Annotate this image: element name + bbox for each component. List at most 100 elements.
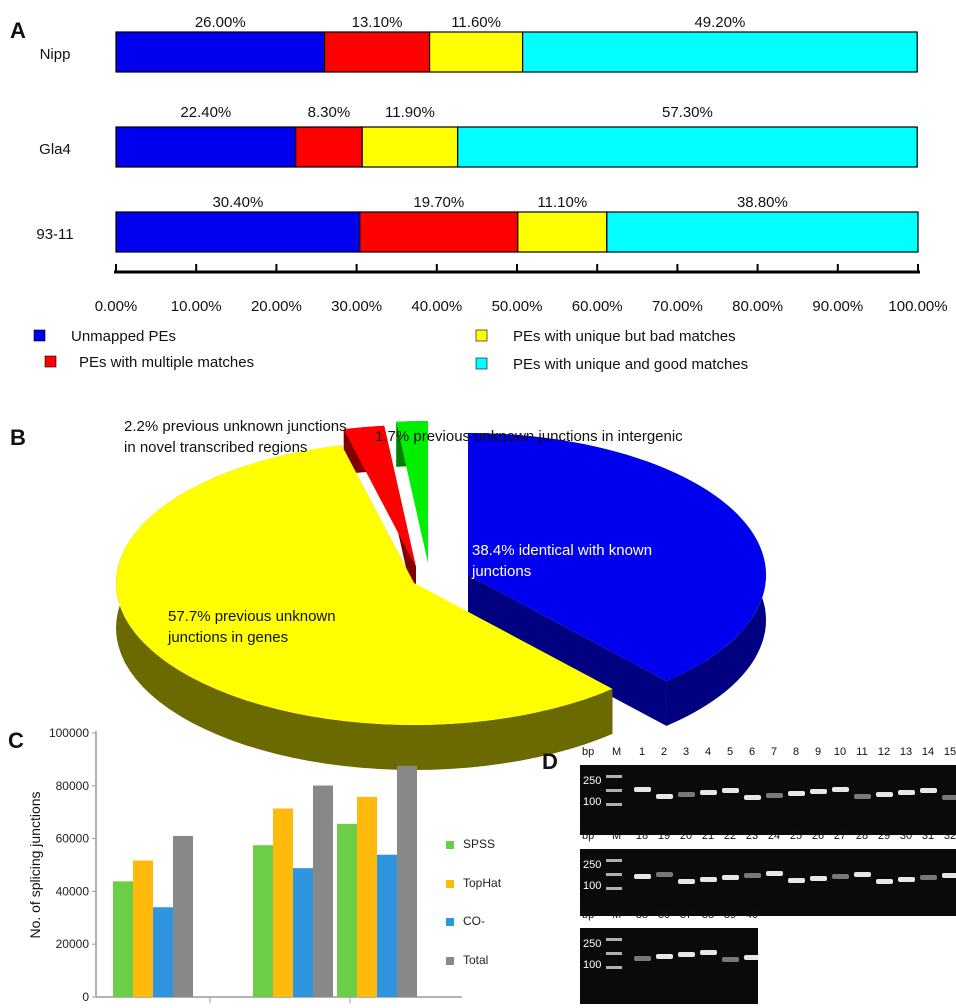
gel-marker-label: M <box>612 830 621 842</box>
gel-lane-label: 24 <box>768 830 780 842</box>
gel-lane-label: 32 <box>944 830 956 842</box>
slice-label: 57.7% previous unknown <box>168 608 336 625</box>
bar <box>397 765 417 997</box>
data-label: 49.20% <box>694 14 745 31</box>
legend-swatch <box>44 355 57 368</box>
data-label: 13.10% <box>352 14 403 31</box>
gel-band <box>722 957 739 962</box>
legend-label: TopHat <box>463 876 502 890</box>
gel-band <box>700 790 717 795</box>
pie-slice-side <box>396 421 428 467</box>
x-tick-label: 80.00% <box>732 298 783 315</box>
bar-segment <box>457 126 918 168</box>
gel-marker-label: M <box>612 909 621 921</box>
gel-band <box>766 793 783 798</box>
gel-band <box>876 879 893 884</box>
legend: Unmapped PEs PEs with multiple matches PEs… <box>33 328 748 373</box>
x-tick-label: 10.00% <box>171 298 222 315</box>
x-tick-label: 40.00% <box>411 298 462 315</box>
pie-slice-edge <box>468 575 667 726</box>
pie-slice-side <box>116 445 613 770</box>
gel-band <box>744 795 761 800</box>
gel-lane-label: 38 <box>702 909 714 921</box>
legend-swatch <box>475 357 488 370</box>
bar <box>337 823 357 997</box>
gel-lane-label: 27 <box>834 830 846 842</box>
y-tick-label: 80000 <box>56 779 90 793</box>
bar <box>357 796 377 997</box>
bar-segment <box>428 31 524 73</box>
gel-band <box>788 791 805 796</box>
legend-swatch <box>446 957 454 965</box>
gel-band <box>634 787 651 792</box>
gel-band <box>678 952 695 957</box>
gel-electrophoresis: bpM2501001234567891011121314151617bpM250… <box>580 746 956 1004</box>
pie-slice-edge <box>384 425 416 612</box>
pie-slice <box>468 433 766 681</box>
gel-band <box>898 790 915 795</box>
bar <box>293 868 313 997</box>
gel-lane-label: 30 <box>900 830 912 842</box>
gel-bp-label: bp <box>582 746 594 758</box>
legend-label: Total <box>463 953 488 967</box>
gel-lane-label: 15 <box>944 746 956 758</box>
y-tick-label: 100000 <box>49 726 89 740</box>
gel-band <box>920 875 937 880</box>
gel-band <box>678 879 695 884</box>
gel-lane-label: 2 <box>661 746 667 758</box>
data-label: 30.40% <box>212 194 263 211</box>
gel-marker-label: M <box>612 746 621 758</box>
gel-band <box>854 872 871 877</box>
bar-segment <box>517 211 608 253</box>
gel-band <box>832 874 849 879</box>
bar <box>273 808 293 997</box>
gel-band <box>700 950 717 955</box>
gel-band <box>656 794 673 799</box>
gel-lane-label: 9 <box>815 746 821 758</box>
gel-lane-label: 13 <box>900 746 912 758</box>
gel-band <box>920 788 937 793</box>
data-label: 8.30% <box>308 104 351 121</box>
gel-lane-label: 5 <box>727 746 733 758</box>
gel-band <box>810 876 827 881</box>
gel-lane-label: 22 <box>724 830 736 842</box>
panel-d-label: D <box>542 749 558 774</box>
category-label: Gla4 <box>39 141 71 158</box>
pie-slice-edge <box>341 445 414 628</box>
gel-lane-label: 3 <box>683 746 689 758</box>
gel-band <box>810 789 827 794</box>
gel-lane-label: 26 <box>812 830 824 842</box>
slice-label: junctions in genes <box>167 629 288 646</box>
x-tick-label: 20.00% <box>251 298 302 315</box>
bar-segment <box>115 126 297 168</box>
gel-band <box>942 873 956 878</box>
gel-lane-label: 19 <box>658 830 670 842</box>
gel-marker-band <box>606 775 622 778</box>
data-label: 38.80% <box>737 194 788 211</box>
gel-bp-label: bp <box>582 909 594 921</box>
data-label: 11.60% <box>451 14 501 31</box>
grouped-bars: 0 20000 40000 60000 80000 100000 No. of splici… <box>27 726 502 1004</box>
gel-band <box>788 878 805 883</box>
x-tick-label: 70.00% <box>652 298 703 315</box>
legend-label: SPSS <box>463 837 495 851</box>
bar <box>153 907 173 997</box>
gel-band <box>700 877 717 882</box>
gel-band <box>854 794 871 799</box>
x-tick-label: 0.00% <box>95 298 138 315</box>
gel-lane-label: 21 <box>702 830 714 842</box>
data-label: 22.40% <box>180 104 231 121</box>
gel-lane-label: 14 <box>922 746 934 758</box>
gel-lane-label: 6 <box>749 746 755 758</box>
y-tick-label: 20000 <box>56 937 90 951</box>
gel-band <box>744 955 761 960</box>
gel-marker-band <box>606 938 622 941</box>
gel-lane-label: 1 <box>639 746 645 758</box>
x-axis: 0.00% 10.00% 20.00% 30.00% 40.00% 50.00% 60.00… <box>95 264 948 315</box>
bar-segment <box>359 211 519 253</box>
gel-lane-label: 37 <box>680 909 692 921</box>
gel-marker-band <box>606 952 622 955</box>
slice-label: 2.2% previous unknown junctions <box>124 418 347 435</box>
data-label: 26.00% <box>195 14 246 31</box>
gel-lane-label: 4 <box>705 746 711 758</box>
